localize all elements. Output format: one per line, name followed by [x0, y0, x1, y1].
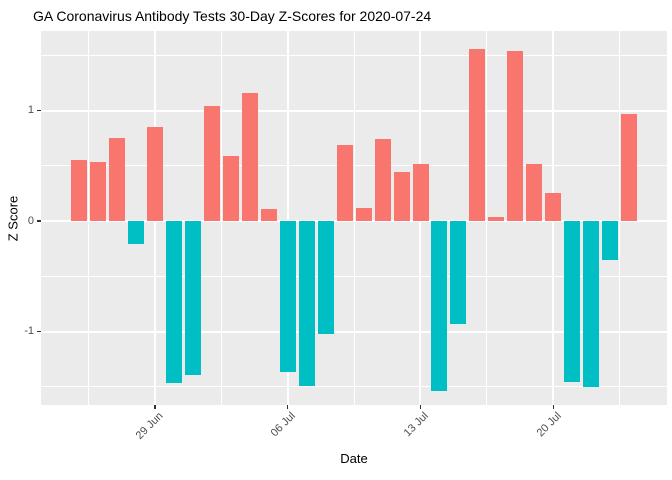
- bar: [165, 221, 182, 384]
- bar: [355, 207, 372, 221]
- bar: [241, 92, 258, 221]
- x-axis-title: Date: [340, 451, 368, 466]
- y-tick-mark: [36, 330, 41, 333]
- bar: [469, 48, 486, 221]
- bar: [450, 221, 467, 324]
- bar: [374, 139, 391, 221]
- bar: [222, 155, 239, 221]
- gridline-x-minor: [353, 31, 355, 405]
- gridline-x-minor: [220, 31, 222, 405]
- y-tick-label: 0: [27, 214, 34, 227]
- bar: [583, 221, 600, 387]
- gridline-x-major: [286, 31, 289, 405]
- plot-panel: [41, 31, 667, 405]
- bar: [108, 138, 125, 221]
- bar: [336, 144, 353, 221]
- x-tick-label: 13 Jul: [401, 410, 431, 440]
- bar: [146, 127, 163, 221]
- bar: [71, 160, 87, 221]
- bar: [564, 221, 581, 383]
- bar: [526, 163, 543, 221]
- y-tick-label: 1: [27, 104, 34, 116]
- bar: [260, 208, 277, 221]
- bar: [184, 221, 201, 375]
- bar: [412, 163, 429, 221]
- bar: [127, 221, 144, 245]
- x-tick-mark: [154, 405, 156, 409]
- bar: [393, 172, 410, 221]
- bar: [488, 216, 505, 221]
- bar: [621, 113, 638, 221]
- bar: [602, 221, 619, 260]
- bar: [431, 221, 448, 392]
- x-tick-mark: [286, 405, 289, 409]
- x-tick-label: 20 Jul: [534, 410, 564, 440]
- x-tick-label: 06 Jul: [268, 410, 299, 440]
- gridline-x-minor: [619, 31, 621, 405]
- x-tick-mark: [552, 405, 554, 409]
- bar: [203, 106, 220, 221]
- chart-title: GA Coronavirus Antibody Tests 30-Day Z-S…: [33, 8, 432, 24]
- bar: [298, 221, 315, 386]
- gridline-x-minor: [87, 31, 89, 405]
- y-tick-mark: [36, 109, 41, 112]
- bar: [279, 221, 296, 373]
- bar: [317, 221, 334, 334]
- y-tick-label: -1: [24, 325, 34, 337]
- x-tick-label: 29 Jun: [133, 410, 166, 442]
- gridline-x-minor: [486, 31, 488, 405]
- bar: [90, 162, 106, 221]
- bar: [507, 50, 524, 221]
- bar: [545, 193, 562, 221]
- x-tick-mark: [419, 405, 422, 409]
- y-tick-mark: [36, 220, 41, 222]
